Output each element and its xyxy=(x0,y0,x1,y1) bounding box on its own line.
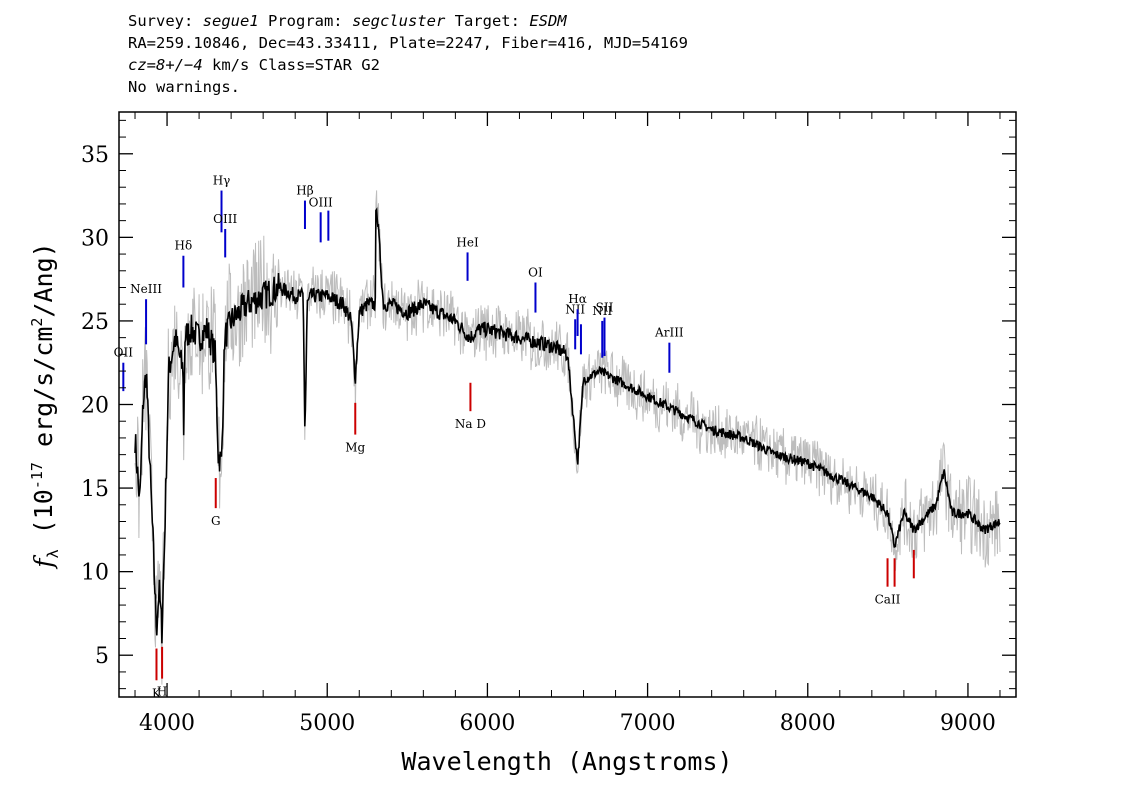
emission-line-label: OIII xyxy=(213,212,237,226)
x-tick-label: 6000 xyxy=(459,711,515,736)
emission-line-label: Hγ xyxy=(213,174,231,188)
absorption-line-label: Na D xyxy=(455,417,486,431)
flux-series-line xyxy=(134,207,1001,644)
absorption-line-label: H xyxy=(157,685,167,699)
noise-band-layer xyxy=(134,190,1001,685)
absorption-line-label: G xyxy=(211,514,221,528)
survey-line: Survey: segue1 Program: segcluster Targe… xyxy=(128,12,567,30)
redshift-value: cz=8+/−4 xyxy=(128,56,203,74)
coordinates-line: RA=259.10846, Dec=43.33411, Plate=2247, … xyxy=(128,34,688,52)
emission-line-label: ArIII xyxy=(654,326,684,340)
emission-line-label: OIII xyxy=(309,195,333,209)
emission-line-label: HeI xyxy=(456,235,479,249)
emission-line-label: OII xyxy=(114,346,134,360)
x-tick-label: 4000 xyxy=(139,711,195,736)
redshift-class-line: cz=8+/−4 km/s Class=STAR G2 xyxy=(128,56,380,74)
x-tick-label: 5000 xyxy=(299,711,355,736)
flux-layer xyxy=(134,207,1001,644)
y-tick-label: 5 xyxy=(95,644,109,669)
absorption-line-label: K xyxy=(152,686,162,700)
warnings-line: No warnings. xyxy=(128,78,240,96)
axis-ticks: 4000 5000 6000 7000 8000 9000 5 10 15 20 25 30 35 xyxy=(81,112,1016,736)
y-axis-title: fλ (10-17 erg/s/cm2/Ang) xyxy=(28,242,62,569)
target-name: ESDM xyxy=(529,12,567,30)
emission-line-label: Hβ xyxy=(296,184,313,198)
survey-name: segue1 xyxy=(202,12,259,30)
x-tick-label: 9000 xyxy=(940,711,996,736)
absorption-line-label: Mg xyxy=(345,441,365,455)
spectral-lines-layer: OIINeIIIHδHγOIIIHβOIIIHeIOINIIHαNIISIIAr… xyxy=(114,174,915,700)
emission-line-label: Hα xyxy=(568,292,587,306)
absorption-line-label: CaII xyxy=(875,593,901,607)
y-tick-label: 20 xyxy=(81,394,109,419)
y-tick-label: 25 xyxy=(81,310,109,335)
y-tick-label: 10 xyxy=(81,561,109,586)
emission-line-label: SII xyxy=(596,301,614,315)
x-tick-label: 8000 xyxy=(780,711,836,736)
emission-line-label: OI xyxy=(528,265,543,279)
y-tick-label: 30 xyxy=(81,226,109,251)
y-tick-label: 35 xyxy=(81,143,109,168)
program-name: segcluster xyxy=(351,12,446,30)
emission-line-label: NII xyxy=(565,302,585,316)
x-axis-title: Wavelength (Angstroms) xyxy=(401,747,732,776)
x-tick-label: 7000 xyxy=(620,711,676,736)
y-tick-label: 15 xyxy=(81,477,109,502)
emission-line-label: Hδ xyxy=(175,239,193,253)
emission-line-label: NeIII xyxy=(130,282,162,296)
noise-band xyxy=(134,190,1001,685)
emission-line-label: NII xyxy=(592,304,612,318)
plot-frame xyxy=(118,111,1017,698)
spectrum-header: Survey: segue1 Program: segcluster Targe… xyxy=(128,10,688,98)
